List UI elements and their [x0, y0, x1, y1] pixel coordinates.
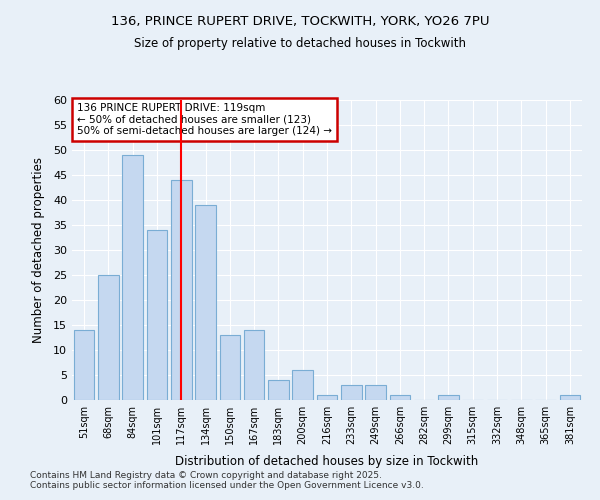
Bar	[220, 335, 240, 400]
Bar	[146, 230, 167, 400]
Bar	[438, 395, 459, 400]
Text: 136 PRINCE RUPERT DRIVE: 119sqm
← 50% of detached houses are smaller (123)
50% o: 136 PRINCE RUPERT DRIVE: 119sqm ← 50% of…	[77, 103, 332, 136]
Bar	[195, 205, 216, 400]
Bar	[292, 370, 313, 400]
Bar	[74, 330, 94, 400]
Bar	[365, 385, 386, 400]
Bar	[98, 275, 119, 400]
Text: Size of property relative to detached houses in Tockwith: Size of property relative to detached ho…	[134, 38, 466, 51]
Y-axis label: Number of detached properties: Number of detached properties	[32, 157, 44, 343]
Text: Contains HM Land Registry data © Crown copyright and database right 2025.
Contai: Contains HM Land Registry data © Crown c…	[30, 470, 424, 490]
Bar	[244, 330, 265, 400]
Bar	[389, 395, 410, 400]
Bar	[268, 380, 289, 400]
Text: 136, PRINCE RUPERT DRIVE, TOCKWITH, YORK, YO26 7PU: 136, PRINCE RUPERT DRIVE, TOCKWITH, YORK…	[111, 15, 489, 28]
Bar	[122, 155, 143, 400]
Bar	[171, 180, 191, 400]
Bar	[341, 385, 362, 400]
X-axis label: Distribution of detached houses by size in Tockwith: Distribution of detached houses by size …	[175, 456, 479, 468]
Bar	[317, 395, 337, 400]
Bar	[560, 395, 580, 400]
